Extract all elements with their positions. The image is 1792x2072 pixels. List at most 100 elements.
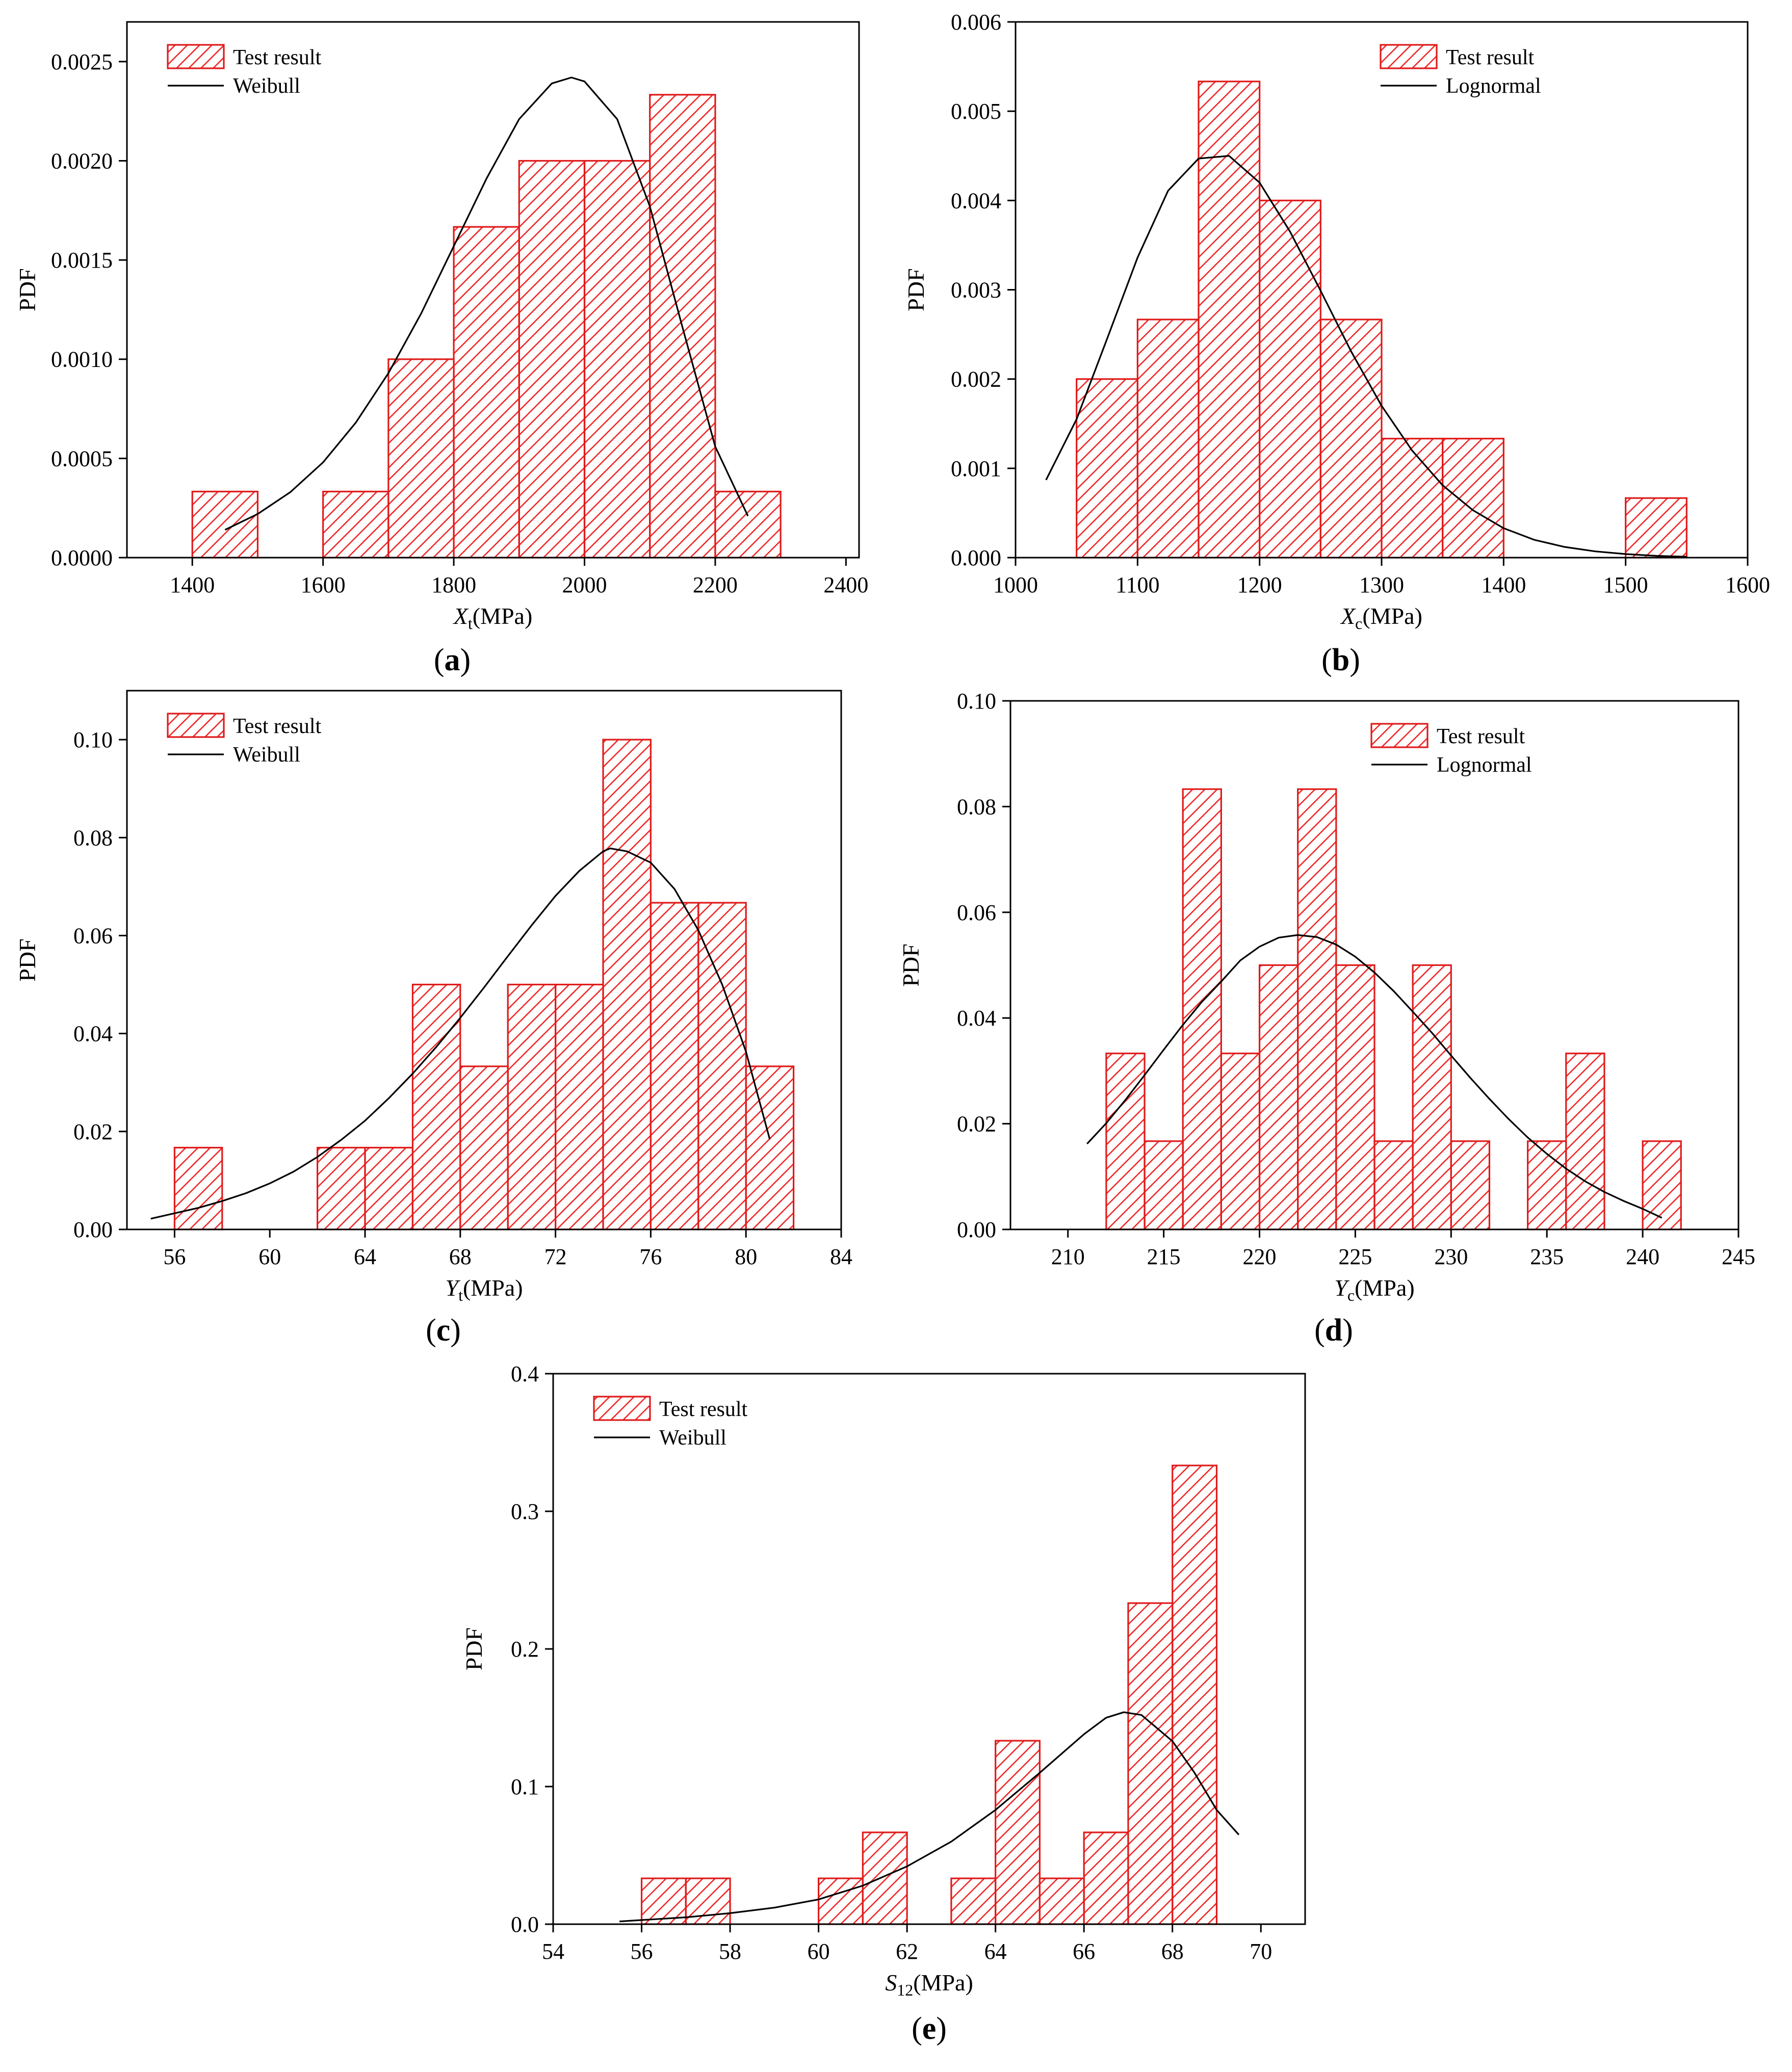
panel-label: (c) bbox=[426, 1313, 461, 1348]
histogram-bar bbox=[316, 1146, 366, 1230]
histogram-bar bbox=[1527, 1140, 1567, 1230]
x-tick-label: 56 bbox=[631, 1939, 653, 1964]
x-axis-title: Xc(MPa) bbox=[1340, 603, 1422, 633]
x-tick-label: 54 bbox=[542, 1939, 564, 1964]
histogram-bar bbox=[950, 1877, 997, 1925]
histogram-bar bbox=[554, 983, 604, 1230]
histogram-bar bbox=[507, 983, 557, 1230]
x-tick-label: 2000 bbox=[562, 572, 607, 597]
histogram-bar bbox=[1083, 1831, 1129, 1925]
y-tick-label: 0.0 bbox=[511, 1912, 539, 1937]
histogram-bar bbox=[714, 490, 782, 559]
panel-label: (d) bbox=[1314, 1313, 1353, 1348]
fit-curve-weibull bbox=[619, 1711, 1240, 1923]
x-tick-label: 240 bbox=[1626, 1244, 1659, 1269]
y-tick-label: 0.002 bbox=[951, 367, 1001, 392]
y-axis-title: PDF bbox=[461, 1628, 487, 1670]
x-axis-title: S12(MPa) bbox=[885, 1970, 973, 1999]
x-tick-label: 2400 bbox=[823, 572, 868, 597]
fit-curve-lognormal bbox=[1045, 155, 1687, 558]
x-tick-label: 60 bbox=[258, 1244, 281, 1269]
legend-bar-swatch bbox=[1370, 723, 1429, 748]
histogram-bar bbox=[745, 1065, 795, 1230]
histogram-bar bbox=[453, 226, 520, 559]
legend-label-fit: Lognormal bbox=[1437, 753, 1532, 777]
panel-label: (a) bbox=[434, 643, 471, 677]
legend-label-test-result: Test result bbox=[233, 46, 322, 69]
legend-label-test-result: Test result bbox=[659, 1398, 748, 1421]
plot-frame bbox=[126, 690, 842, 1230]
histogram-bar bbox=[1335, 964, 1375, 1230]
histogram-bar bbox=[1450, 1140, 1491, 1230]
y-tick-label: 0.04 bbox=[73, 1021, 113, 1046]
y-tick-label: 0.00 bbox=[73, 1217, 113, 1242]
y-tick-label: 0.006 bbox=[951, 10, 1001, 35]
y-tick-label: 0.005 bbox=[951, 99, 1001, 124]
y-tick-label: 0.04 bbox=[957, 1006, 996, 1031]
x-tick-label: 1600 bbox=[1725, 572, 1770, 597]
y-tick-label: 0.06 bbox=[957, 900, 996, 925]
y-tick-label: 0.000 bbox=[951, 545, 1001, 570]
x-tick-label: 1300 bbox=[1359, 572, 1404, 597]
x-tick-label: 1500 bbox=[1603, 572, 1648, 597]
y-tick-label: 0.06 bbox=[73, 923, 113, 948]
x-tick-label: 68 bbox=[1161, 1939, 1184, 1964]
histogram-bar bbox=[1442, 437, 1504, 559]
panel-label: (b) bbox=[1321, 643, 1360, 677]
chart-panel-e: 54 56 58 60 62 64 66 68 70 0.0 0.1 0.2 0.3 0.4 PDF S12(… bbox=[461, 1361, 1306, 2046]
legend: Test result Lognormal bbox=[1380, 44, 1541, 98]
x-tick-label: 235 bbox=[1530, 1244, 1564, 1269]
legend: Test result Weibull bbox=[593, 1396, 748, 1450]
histogram-bar bbox=[1076, 378, 1138, 559]
x-tick-label: 215 bbox=[1147, 1244, 1181, 1269]
legend-label-test-result: Test result bbox=[233, 715, 322, 738]
x-tick-label: 1600 bbox=[301, 572, 346, 597]
legend-label-fit: Weibull bbox=[659, 1426, 726, 1450]
histogram-bar bbox=[1198, 81, 1261, 559]
fit-curve-weibull bbox=[224, 76, 749, 531]
y-tick-label: 0.08 bbox=[73, 825, 113, 850]
histogram-bar bbox=[1259, 199, 1321, 559]
x-axis-title: Yt(MPa) bbox=[445, 1275, 523, 1304]
y-tick-label: 0.3 bbox=[511, 1499, 539, 1524]
x-tick-label: 58 bbox=[719, 1939, 741, 1964]
chart-panel-d: 210 215 220 225 230 235 240 245 0.00 0.02 0.04 0.06… bbox=[898, 689, 1755, 1348]
histogram-bar bbox=[817, 1877, 864, 1925]
x-axis-title: Yc(MPa) bbox=[1334, 1275, 1414, 1304]
histogram-bar bbox=[602, 739, 652, 1230]
histogram-bar bbox=[995, 1740, 1041, 1925]
legend: Test result Weibull bbox=[167, 44, 322, 98]
legend-label-fit: Weibull bbox=[233, 74, 300, 98]
histogram-bar bbox=[1038, 1877, 1085, 1925]
histogram-bar bbox=[322, 490, 389, 559]
x-tick-label: 72 bbox=[544, 1244, 567, 1269]
chart-panel-b: 1000 1100 1200 1300 1400 1500 1600 0.000 0.001 0.… bbox=[903, 10, 1770, 677]
fit-curve-lognormal bbox=[1086, 934, 1663, 1219]
x-tick-label: 64 bbox=[354, 1244, 376, 1269]
histogram-bar bbox=[1625, 497, 1687, 559]
histogram-bar bbox=[387, 358, 455, 559]
fit-curve-weibull bbox=[150, 847, 771, 1220]
y-tick-label: 0.10 bbox=[73, 727, 113, 752]
y-tick-label: 0.10 bbox=[957, 689, 996, 714]
legend-bar-swatch bbox=[167, 713, 225, 738]
histogram-bar bbox=[697, 902, 747, 1230]
histogram-bar bbox=[364, 1146, 414, 1230]
x-axis-title: Xt(MPa) bbox=[453, 603, 533, 633]
histogram-bar bbox=[1127, 1602, 1174, 1925]
x-tick-label: 230 bbox=[1434, 1244, 1468, 1269]
histogram-bar bbox=[1373, 1140, 1414, 1230]
x-tick-label: 64 bbox=[984, 1939, 1007, 1964]
y-axis-title: PDF bbox=[903, 268, 929, 311]
x-tick-label: 225 bbox=[1338, 1244, 1372, 1269]
legend-bar-swatch bbox=[593, 1396, 651, 1421]
y-tick-label: 0.0015 bbox=[51, 248, 113, 273]
histogram-bar bbox=[1258, 964, 1299, 1230]
x-tick-label: 1000 bbox=[993, 572, 1038, 597]
y-tick-label: 0.1 bbox=[511, 1774, 539, 1799]
histogram-bar bbox=[1297, 788, 1337, 1230]
histogram-bar bbox=[650, 902, 699, 1230]
y-axis-title: PDF bbox=[14, 268, 40, 311]
histogram-bar bbox=[1319, 319, 1383, 559]
